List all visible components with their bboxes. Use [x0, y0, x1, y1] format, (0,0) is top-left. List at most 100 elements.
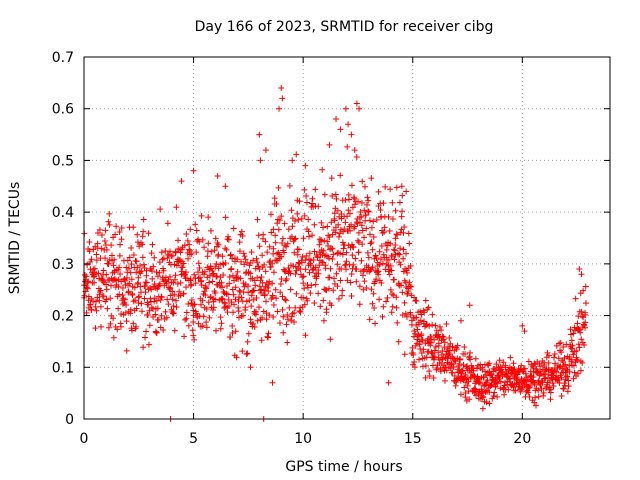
data-point: [235, 314, 242, 321]
data-point: [364, 249, 371, 256]
data-point: [300, 294, 307, 301]
data-point: [120, 276, 127, 283]
data-point: [431, 347, 438, 354]
data-point: [359, 199, 366, 206]
data-point: [312, 281, 319, 288]
data-point: [403, 313, 410, 320]
data-point: [450, 363, 457, 370]
data-point: [560, 362, 567, 369]
data-point: [392, 235, 399, 242]
data-point: [169, 252, 176, 259]
data-point: [299, 253, 306, 260]
data-point: [414, 326, 421, 333]
data-point: [257, 157, 264, 164]
data-point: [247, 270, 254, 277]
y-tick-label: 0.5: [52, 153, 74, 169]
data-point: [309, 232, 316, 239]
data-point: [276, 217, 283, 224]
data-point: [103, 271, 110, 278]
data-point: [84, 285, 91, 292]
data-point: [183, 284, 190, 291]
data-point: [97, 323, 104, 330]
data-point: [558, 392, 565, 399]
data-point: [582, 311, 589, 318]
data-point: [169, 296, 176, 303]
data-point: [254, 317, 261, 324]
axis-ticks: [83, 56, 610, 420]
data-point: [264, 284, 271, 291]
data-point: [319, 166, 326, 173]
data-point: [258, 274, 265, 281]
data-point: [272, 239, 279, 246]
data-point: [380, 200, 387, 207]
data-point: [358, 222, 365, 229]
data-point: [551, 354, 558, 361]
data-point: [310, 256, 317, 263]
data-point: [185, 300, 192, 307]
data-point: [271, 195, 278, 202]
data-point: [531, 379, 538, 386]
data-point: [326, 274, 333, 281]
data-point: [244, 350, 251, 357]
data-point: [540, 389, 547, 396]
data-point: [170, 310, 177, 317]
data-point: [203, 306, 210, 313]
data-point: [191, 336, 198, 343]
data-point: [284, 240, 291, 247]
data-point: [270, 313, 277, 320]
data-point: [215, 241, 222, 248]
data-point: [351, 223, 358, 230]
data-point: [329, 256, 336, 263]
data-point: [301, 186, 308, 193]
data-point: [457, 391, 464, 398]
data-point: [238, 258, 245, 265]
data-point: [339, 287, 346, 294]
data-point: [360, 286, 367, 293]
data-point: [337, 172, 344, 179]
data-point: [384, 294, 391, 301]
data-point: [432, 343, 439, 350]
data-point: [241, 261, 248, 268]
data-point: [320, 224, 327, 231]
data-point: [330, 287, 337, 294]
data-point: [389, 199, 396, 206]
data-point: [342, 105, 349, 112]
data-point: [135, 274, 142, 281]
x-tick-label: 20: [513, 431, 531, 447]
data-point: [284, 316, 291, 323]
data-point: [96, 226, 103, 233]
data-point: [86, 248, 93, 255]
data-point: [302, 162, 309, 169]
data-point: [90, 298, 97, 305]
data-point: [367, 240, 374, 247]
data-point: [486, 400, 493, 407]
data-point: [315, 290, 322, 297]
data-point: [214, 172, 221, 179]
data-point: [272, 286, 279, 293]
data-point: [150, 263, 157, 270]
data-point: [348, 292, 355, 299]
data-point: [404, 269, 411, 276]
data-point: [368, 239, 375, 246]
data-point: [421, 309, 428, 316]
data-point: [149, 275, 156, 282]
data-point: [568, 345, 575, 352]
y-tick-label: 0.2: [52, 309, 74, 325]
data-point: [375, 268, 382, 275]
data-point: [111, 256, 118, 263]
data-point: [83, 309, 90, 316]
data-point: [391, 256, 398, 263]
data-point: [300, 235, 307, 242]
data-point: [364, 194, 371, 201]
data-point: [149, 241, 156, 248]
data-point: [578, 336, 585, 343]
data-point: [578, 271, 585, 278]
data-point: [103, 296, 110, 303]
data-point: [135, 279, 142, 286]
data-point: [226, 280, 233, 287]
data-point: [355, 249, 362, 256]
data-point: [269, 294, 276, 301]
data-point: [235, 275, 242, 282]
data-point: [309, 195, 316, 202]
data-point: [525, 358, 532, 365]
